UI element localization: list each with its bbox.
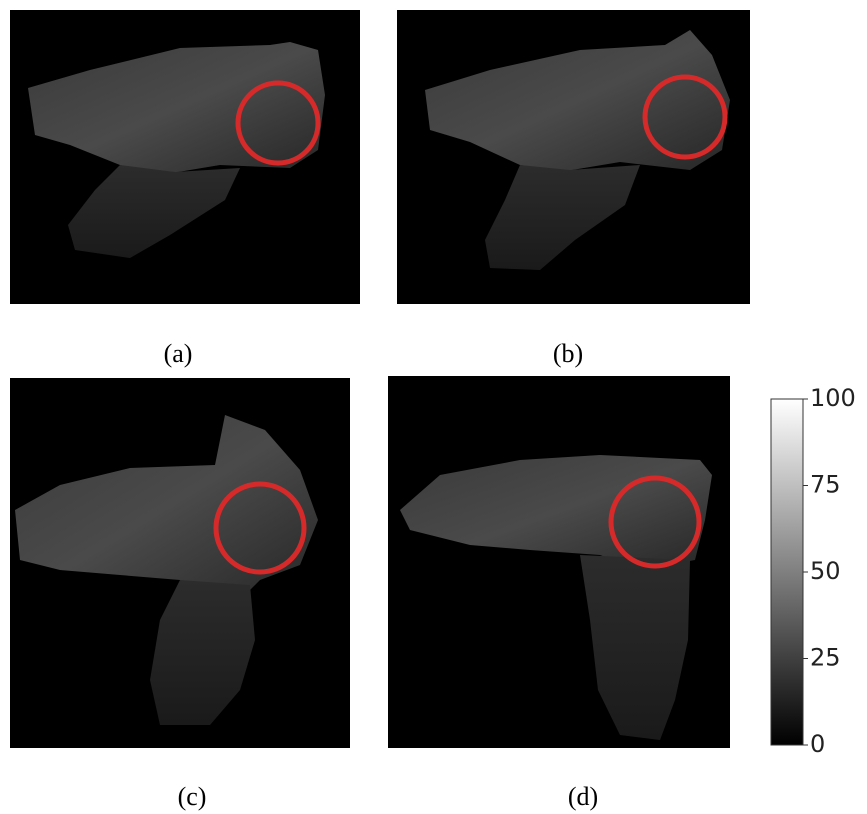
panel-label: (d) <box>568 782 598 811</box>
panel-label: (c) <box>178 782 207 811</box>
page: (a) (b) (c) (d) 0255075100 (() => { cons… <box>0 0 867 814</box>
colorbar-tick-label: 0 <box>810 730 825 758</box>
colorbar-tick-label: 100 <box>810 384 856 412</box>
panel-a: (a) <box>10 10 360 368</box>
panel-b: (b) <box>397 10 750 368</box>
colorbar: 0 25 50 75 100 <box>771 384 856 758</box>
panel-label: (b) <box>553 339 583 368</box>
figure: (a) (b) (c) (d) 0 25 50 75 100 <box>0 0 867 814</box>
panel-d: (d) <box>388 376 730 811</box>
panel-c: (c) <box>10 378 350 811</box>
panel-label: (a) <box>164 339 193 368</box>
colorbar-tick-label: 25 <box>810 644 841 672</box>
colorbar-tick-label: 75 <box>810 471 841 499</box>
colorbar-gradient <box>771 399 803 745</box>
colorbar-tick-label: 50 <box>810 557 841 585</box>
